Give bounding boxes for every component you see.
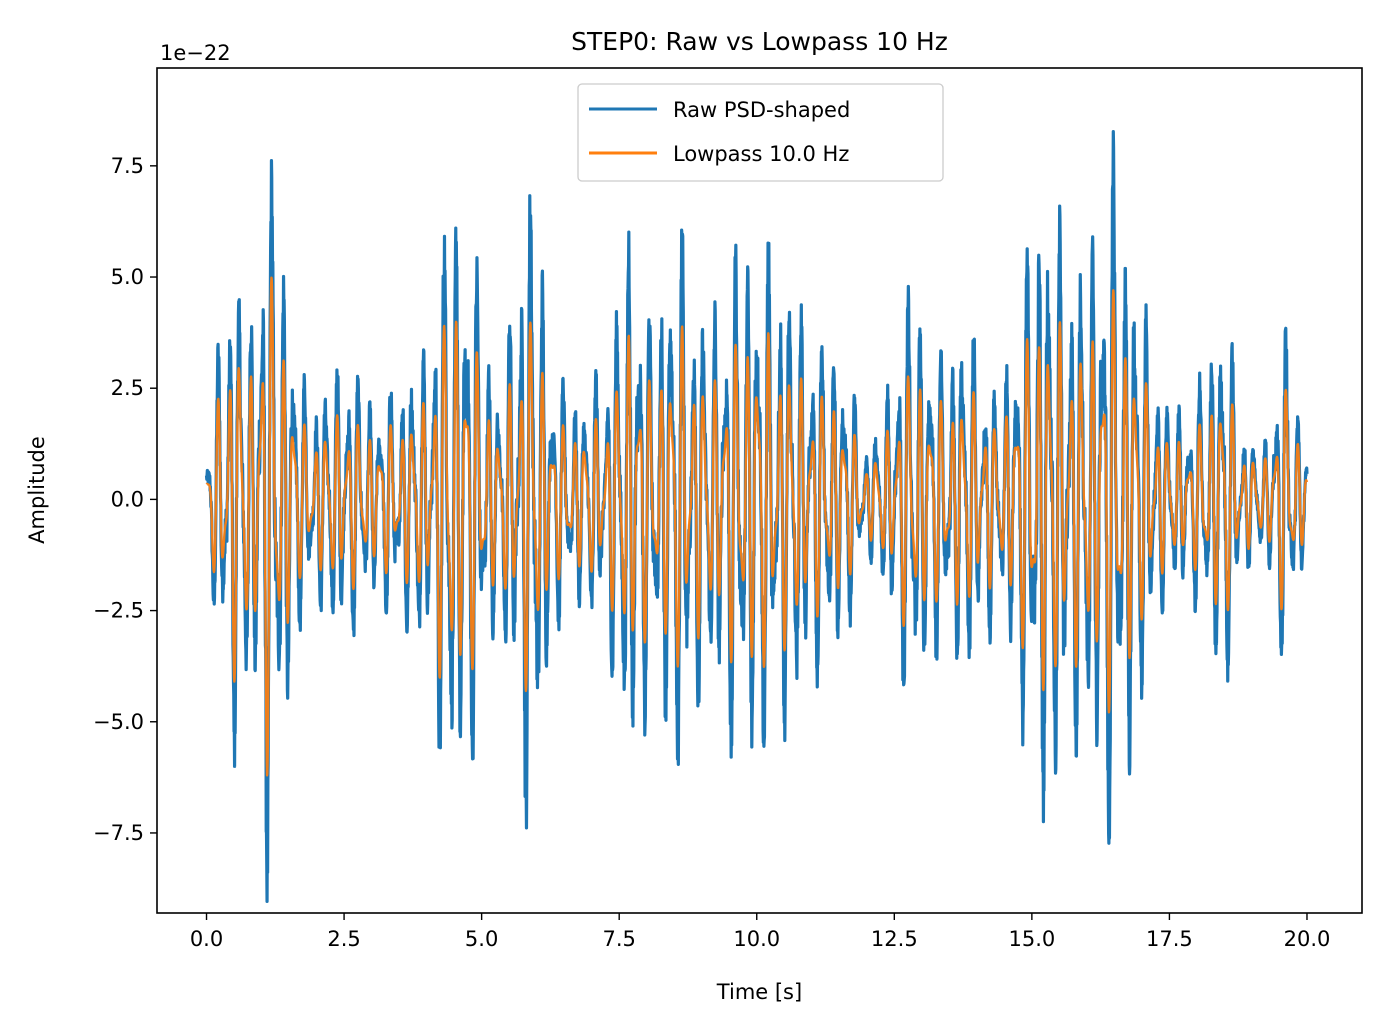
x-tick-label: 17.5 [1146,927,1193,951]
x-tick-label: 10.0 [733,927,780,951]
legend-label-lowpass: Lowpass 10.0 Hz [673,142,849,166]
legend: Raw PSD-shaped Lowpass 10.0 Hz [577,83,944,182]
y-tick-label: −5.0 [93,710,144,734]
axes-frame [156,67,1363,914]
series-line-lowpass [205,276,1309,777]
x-tick-label: 5.0 [465,927,498,951]
x-tick-label: 20.0 [1284,927,1331,951]
series-layer [204,130,1309,903]
y-tick-label: −2.5 [93,599,144,623]
y-tick-label: −7.5 [93,821,144,845]
y-offset-text: 1e−22 [160,41,231,65]
y-tick-label: 5.0 [111,265,144,289]
legend-label-raw: Raw PSD-shaped [673,98,850,122]
y-axis-label: Amplitude [25,436,49,544]
x-tick-label: 12.5 [871,927,918,951]
x-tick-label: 15.0 [1008,927,1055,951]
x-axis: 0.0 2.5 5.0 7.5 10.0 12.5 15.0 17.5 20.0 [190,913,1331,951]
chart-title: STEP0: Raw vs Lowpass 10 Hz [571,27,948,56]
x-tick-label: 0.0 [190,927,223,951]
y-axis: 7.5 5.0 2.5 0.0 −2.5 −5.0 −7.5 [93,154,157,845]
x-tick-label: 7.5 [602,927,635,951]
x-tick-label: 2.5 [327,927,360,951]
legend-box [577,83,944,182]
y-tick-label: 7.5 [111,154,144,178]
plot-area [204,130,1309,903]
y-tick-label: 2.5 [111,376,144,400]
y-tick-label: 0.0 [111,487,144,511]
x-axis-label: Time [s] [716,980,802,1004]
